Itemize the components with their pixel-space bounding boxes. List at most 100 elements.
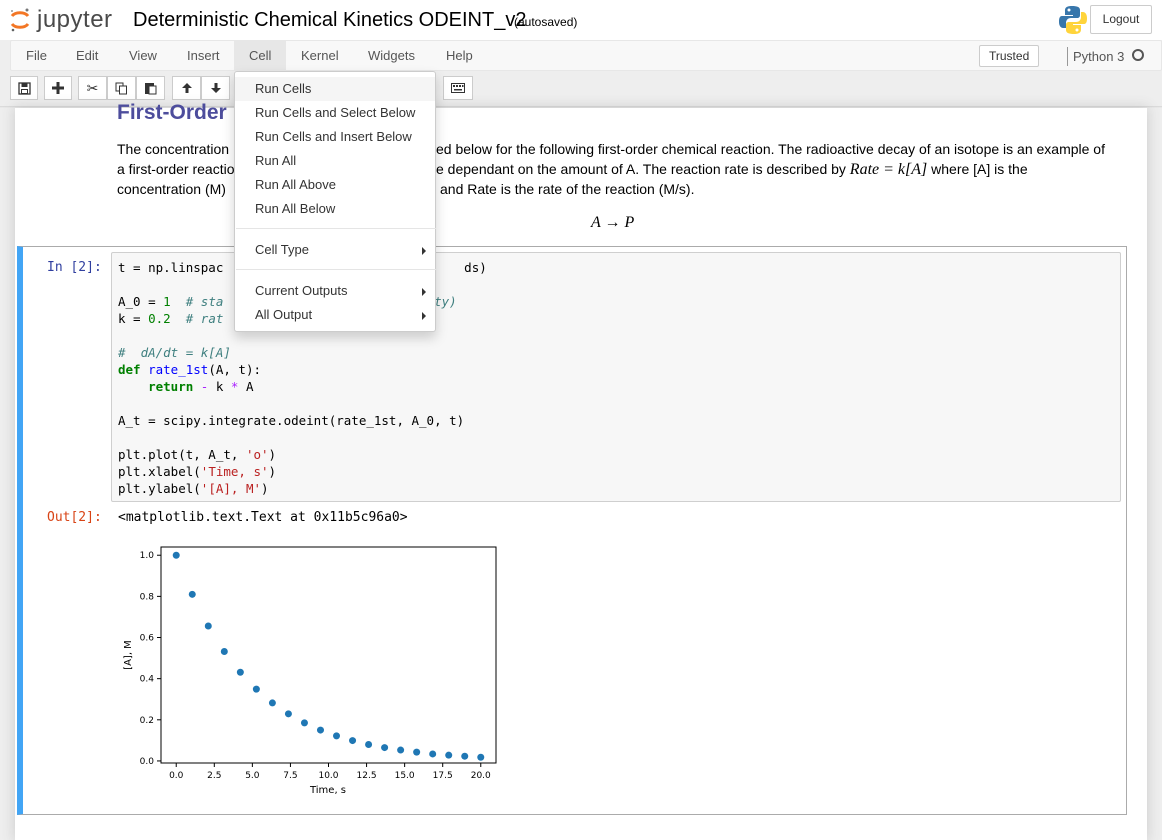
kernel-name: Python 3	[1067, 47, 1124, 66]
arrow-up-icon	[181, 83, 192, 93]
menu-kernel[interactable]: Kernel	[301, 48, 339, 63]
code-line: plt.xlabel('Time, s')	[118, 464, 277, 479]
data-point	[397, 746, 405, 754]
x-axis-label: Time, s	[309, 785, 346, 796]
menu-edit[interactable]: Edit	[76, 48, 99, 63]
menu-insert[interactable]: Insert	[187, 48, 220, 63]
menu-run-all-above[interactable]: Run All Above	[255, 177, 336, 192]
paste-button[interactable]	[136, 76, 165, 100]
x-tick-label: 15.0	[395, 771, 415, 781]
data-point	[172, 551, 180, 559]
menu-run-cells-select-below[interactable]: Run Cells and Select Below	[255, 105, 416, 120]
y-axis-label: [A], M	[123, 640, 134, 670]
data-point	[316, 726, 324, 734]
code-line: t = np.linspac ds)	[118, 260, 487, 275]
menu-view[interactable]: View	[129, 48, 157, 63]
x-tick-label: 12.5	[357, 771, 377, 781]
data-point	[445, 751, 453, 759]
y-tick-label: 0.8	[140, 592, 155, 602]
markdown-line-1-right: ed below for the following first-order c…	[436, 141, 1105, 157]
move-up-button[interactable]	[172, 76, 201, 100]
x-tick-label: 10.0	[318, 771, 338, 781]
menu-help[interactable]: Help	[446, 48, 473, 63]
menu-run-all[interactable]: Run All	[255, 153, 297, 168]
menu-file[interactable]: File	[26, 48, 47, 63]
data-point	[349, 737, 357, 745]
notebook-title[interactable]: Deterministic Chemical Kinetics ODEINT_v…	[133, 9, 527, 31]
data-point	[381, 744, 389, 752]
code-line: # dA/dt = k[A]	[118, 345, 231, 360]
menu-divider	[236, 269, 436, 270]
data-point	[236, 668, 244, 676]
markdown-line-3-left: concentration (M)	[117, 181, 226, 197]
y-axis-ticks: 0.0 0.2 0.4 0.6 0.8 1.0	[140, 551, 161, 767]
rate-formula: Rate = k[A]	[849, 161, 928, 178]
menu-cell-type[interactable]: Cell Type	[235, 238, 435, 262]
save-icon	[17, 81, 31, 95]
menu-divider	[236, 228, 436, 229]
data-point	[204, 622, 212, 630]
submenu-arrow-icon	[422, 312, 426, 320]
data-point	[461, 752, 469, 760]
keyboard-icon	[451, 83, 465, 93]
code-line: plt.ylabel('[A], M')	[118, 481, 269, 496]
plus-icon	[52, 82, 64, 94]
move-down-button[interactable]	[201, 76, 230, 100]
markdown-line-3-right: and Rate is the rate of the reaction (M/…	[440, 181, 695, 197]
reaction-equation: A → P	[591, 214, 635, 231]
x-axis-ticks: 0.0 2.5 5.0 7.5 10.0 12.5 15.0 17.5 20.0	[169, 763, 491, 781]
save-button[interactable]	[10, 76, 38, 100]
data-point	[220, 648, 228, 656]
menu-current-outputs[interactable]: Current Outputs	[235, 279, 435, 303]
cut-button[interactable]: ✂	[78, 76, 107, 100]
y-tick-label: 0.4	[140, 675, 155, 685]
menu-cell[interactable]: Cell	[234, 41, 287, 71]
code-line: return - k * A	[148, 379, 254, 394]
data-point	[268, 699, 276, 707]
output-prompt: Out[2]:	[47, 510, 102, 525]
code-line: k = 0.2 # rat	[118, 311, 224, 326]
kernel-idle-icon	[1132, 49, 1144, 61]
cut-icon: ✂	[86, 79, 99, 96]
data-point	[300, 719, 308, 727]
trusted-indicator[interactable]: Trusted	[979, 45, 1040, 67]
markdown-line-2-right: e dependant on the amount of A. The reac…	[436, 161, 1028, 179]
insert-cell-button[interactable]	[44, 76, 72, 100]
code-line: A_t = scipy.integrate.odeint(rate_1st, A…	[118, 413, 465, 428]
x-tick-label: 7.5	[283, 771, 297, 781]
markdown-line-1-left: The concentration	[117, 141, 230, 157]
data-point	[429, 750, 437, 758]
code-line: plt.plot(t, A_t, 'o')	[118, 447, 277, 462]
output-text: <matplotlib.text.Text at 0x11b5c96a0>	[118, 510, 408, 525]
menu-run-cells-insert-below[interactable]: Run Cells and Insert Below	[255, 129, 412, 144]
scatter-plot: 0.0 2.5 5.0 7.5 10.0 12.5 15.0 17.5 20.0 0.00.20…	[123, 546, 497, 796]
menu-all-output[interactable]: All Output	[235, 303, 435, 327]
data-points	[172, 551, 485, 761]
copy-button[interactable]	[107, 76, 136, 100]
input-prompt: In [2]:	[47, 260, 102, 275]
header: jupyter Deterministic Chemical Kinetics …	[0, 0, 1162, 40]
y-tick-label: 1.0	[140, 551, 155, 561]
x-tick-label: 2.5	[207, 771, 221, 781]
jupyter-logo-icon	[10, 8, 30, 32]
paste-icon	[145, 83, 157, 95]
menu-run-cells[interactable]: Run Cells	[235, 77, 435, 101]
menu-widgets[interactable]: Widgets	[368, 48, 415, 63]
jupyter-logo[interactable]: jupyter	[9, 6, 113, 34]
markdown-line-2-mid: e dependant on the amount of A. The reac…	[436, 161, 850, 177]
plot-frame	[160, 546, 497, 764]
x-tick-label: 0.0	[169, 771, 184, 781]
cell-menu-dropdown: Run Cells Run Cells and Select Below Run…	[234, 71, 436, 332]
y-tick-label: 0.2	[140, 716, 154, 726]
data-point	[477, 753, 485, 761]
menu-current-outputs-label: Current Outputs	[255, 283, 348, 298]
logout-button[interactable]: Logout	[1090, 5, 1152, 34]
menu-all-output-label: All Output	[255, 307, 313, 322]
toolbar: ✂	[10, 76, 1150, 102]
data-point	[413, 748, 421, 756]
markdown-line-2-end: where [A] is the	[927, 161, 1028, 177]
menu-run-all-below[interactable]: Run All Below	[255, 201, 336, 216]
markdown-heading: First-Order	[117, 101, 227, 124]
markdown-line-2-left: a first-order reactio	[117, 161, 235, 177]
command-palette-button[interactable]	[443, 76, 473, 100]
